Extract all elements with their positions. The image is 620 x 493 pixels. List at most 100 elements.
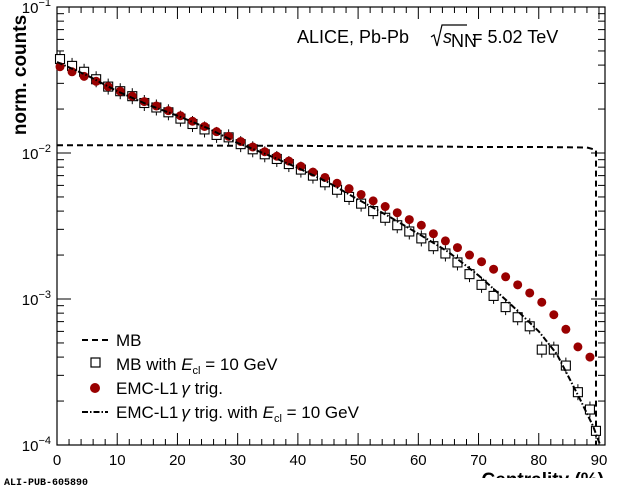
emc-point [452, 243, 462, 253]
experiment-annotation: ALICE, Pb-Pb s NN = 5.02 TeV [297, 24, 558, 51]
y-tick-labels: 10−1 10−2 10−3 10−4 [22, 0, 51, 455]
mb-ecl-point [584, 404, 595, 415]
emc-point [356, 189, 366, 199]
x-tick-label: 30 [229, 452, 246, 469]
legend-label-mb-ecl-var: E [181, 355, 193, 374]
x-tick-labels: 0 10 20 30 40 50 60 70 80 90 [53, 452, 607, 469]
legend-symbol-emc [90, 383, 100, 393]
emc-point [525, 288, 535, 298]
mb-ecl-point [416, 233, 427, 244]
mb-ecl-point [512, 312, 523, 323]
x-tick-label: 70 [470, 452, 487, 469]
svg-text:ALICE, Pb-Pb: ALICE, Pb-Pb [297, 27, 409, 47]
emc-ecl-line [56, 61, 602, 446]
legend-label-emc-ecl-sub: cl [274, 413, 282, 425]
y-tick-label: 10−2 [22, 143, 51, 163]
mb-ecl-point [428, 241, 439, 252]
mb-ecl-point [500, 302, 511, 313]
emc-point [477, 257, 487, 267]
emc-point [224, 131, 234, 141]
emc-point [284, 156, 294, 166]
mb-ecl-point [464, 269, 475, 280]
legend-label-emc-ecl-var: E [263, 403, 275, 422]
svg-text:s: s [443, 27, 452, 47]
x-tick-label: 50 [350, 452, 367, 469]
emc-point [513, 280, 523, 290]
y-axis-title: norm. counts [10, 15, 31, 135]
emc-point [440, 236, 450, 246]
svg-text:NN: NN [451, 31, 477, 51]
x-tick-label: 90 [591, 452, 608, 469]
svg-text:MB: MB [116, 331, 142, 350]
legend: MB MB with Ecl = 10 GeV EMC-L1 γ trig. EM… [82, 331, 360, 425]
legend-symbol-mb-ecl [90, 357, 101, 368]
legend-label-mb-ecl-sub: cl [193, 365, 201, 377]
svg-text:= 5.02 TeV: = 5.02 TeV [472, 27, 558, 47]
emc-point [380, 202, 390, 212]
emc-point [67, 67, 77, 77]
mb-ecl-point [392, 220, 403, 231]
emc-point [537, 297, 547, 307]
legend-label-emc-gamma: γ [181, 379, 191, 398]
legend-label-emc-ecl-rest2: = 10 GeV [282, 403, 360, 422]
svg-text:MB with Ecl = 10 GeV: MB with Ecl = 10 GeV [116, 355, 278, 377]
emc-point [465, 250, 475, 260]
y-tick-label: 10−4 [22, 435, 51, 455]
sqrt-symbol [430, 24, 467, 47]
x-tick-label: 40 [290, 452, 307, 469]
mb-ecl-point [536, 344, 547, 355]
x-tick-label: 60 [410, 452, 427, 469]
svg-text:EMC-L1γ trig.: EMC-L1 γ trig. [116, 379, 223, 398]
mb-ecl-point [440, 248, 451, 259]
mb-ecl-point [488, 290, 499, 301]
mb-line [57, 144, 597, 445]
emc-point [428, 229, 438, 239]
axis-ticks [56, 7, 605, 446]
annotation-sqrt: s [443, 27, 452, 47]
mb-ecl-point [356, 198, 367, 209]
series-layer [54, 51, 602, 446]
x-tick-label: 80 [530, 452, 547, 469]
y-tick-label: 10−1 [22, 0, 51, 17]
emc-point [368, 196, 378, 206]
plot-frame [56, 6, 606, 446]
legend-label-emc-ecl-rest: trig. with [190, 403, 263, 422]
emc-point [127, 91, 137, 101]
emc-point [573, 342, 583, 352]
emc-point [344, 184, 354, 194]
emc-point [296, 161, 306, 171]
emc-point [489, 264, 499, 274]
legend-label-mb: MB [116, 331, 142, 350]
x-axis-title: Centrality (%) [482, 470, 604, 478]
annotation-sub: NN [451, 31, 477, 51]
y-tick-label: 10−3 [22, 289, 51, 309]
emc-point [392, 208, 402, 218]
x-tick-label: 0 [53, 452, 61, 469]
svg-text:EMC-L1γ trig. with Ecl = 10 Ge: EMC-L1 γ trig. with Ecl = 10 GeV [116, 403, 360, 425]
emc-point [561, 324, 571, 334]
emc-point [248, 142, 258, 152]
emc-point [585, 352, 595, 362]
annotation-suffix: = 5.02 TeV [472, 27, 558, 47]
emc-point [139, 97, 149, 107]
chart: 0 10 20 30 40 50 60 70 80 90 10−1 10−2 10−3 10−4 Cen… [10, 0, 607, 478]
emc-point [416, 220, 426, 230]
emc-point [260, 147, 270, 157]
emc-point [163, 106, 173, 116]
mb-ecl-point [476, 279, 487, 290]
emc-point [103, 82, 113, 92]
x-tick-label: 20 [169, 452, 186, 469]
legend-label-mb-ecl-rest: = 10 GeV [200, 355, 278, 374]
emc-point [501, 272, 511, 282]
legend-label-emc-text: EMC-L1 [116, 379, 178, 398]
emc-point [404, 215, 414, 225]
legend-label-emc-ecl-gamma: γ [181, 403, 191, 422]
emc-point [549, 310, 559, 320]
publication-id: ALI-PUB-605890 [4, 478, 89, 489]
legend-label-emc-rest: trig. [190, 379, 223, 398]
x-tick-label: 10 [109, 452, 126, 469]
emc-point [175, 111, 185, 121]
annotation-prefix: ALICE, Pb-Pb [297, 27, 409, 47]
mb-ecl-point [404, 226, 415, 237]
legend-label-mb-ecl-text: MB with [116, 355, 181, 374]
